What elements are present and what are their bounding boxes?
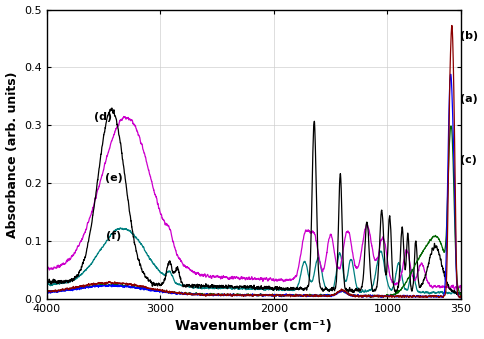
X-axis label: Wavenumber (cm⁻¹): Wavenumber (cm⁻¹) [176, 319, 333, 334]
Text: (b): (b) [460, 31, 478, 41]
Text: (c): (c) [460, 155, 477, 165]
Text: (a): (a) [460, 94, 478, 104]
Y-axis label: Absorbance (arb. units): Absorbance (arb. units) [5, 71, 18, 238]
Text: (e): (e) [105, 173, 122, 183]
Text: (d): (d) [94, 113, 113, 122]
Text: (f): (f) [106, 231, 121, 241]
